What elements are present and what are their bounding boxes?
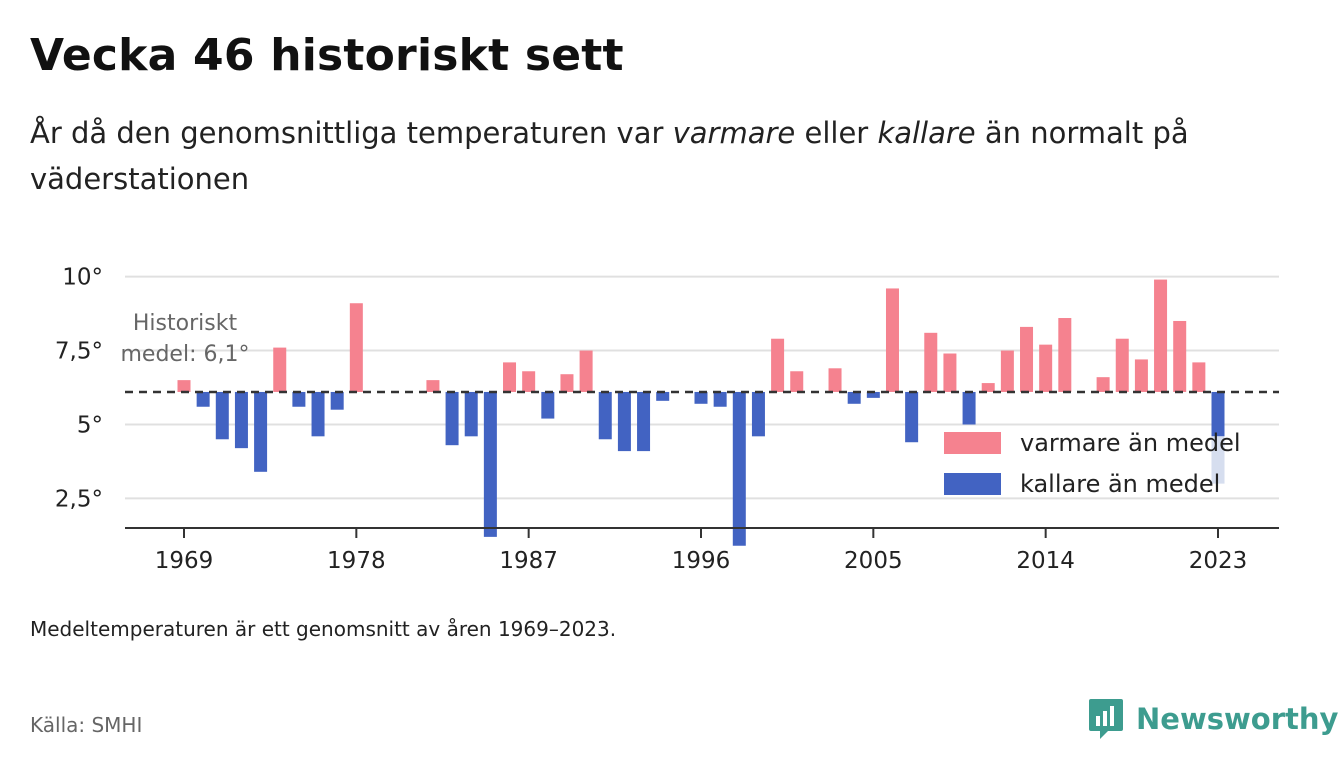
subtitle-text-2: eller <box>795 116 878 150</box>
bar-warm <box>981 383 995 392</box>
x-tick-label: 1969 <box>155 548 214 574</box>
bar-cold <box>311 391 325 437</box>
subtitle-cold-word: kallare <box>877 116 976 150</box>
baseline-label-line1: Historiskt <box>133 311 238 336</box>
bar-warm <box>1192 362 1206 392</box>
y-tick-label: 7,5° <box>55 339 103 365</box>
y-tick-label: 2,5° <box>55 486 103 512</box>
bar-warm <box>771 338 785 392</box>
bar-cold <box>196 391 210 407</box>
x-tick-label: 1996 <box>672 548 731 574</box>
bar-cold <box>905 391 919 443</box>
legend-label-warm: varmare än medel <box>1020 429 1241 457</box>
legend-label-cold: kallare än medel <box>1020 470 1220 498</box>
subtitle-text-3: än normalt på väderstationen <box>30 116 1189 196</box>
footnote: Medeltemperaturen är ett genomsnitt av å… <box>30 617 617 641</box>
x-tick-label: 2014 <box>1016 548 1075 574</box>
legend-swatch-warm <box>944 432 1001 454</box>
bar-cold <box>254 391 268 472</box>
bar-cold <box>617 391 631 452</box>
bar-cold <box>1211 391 1225 437</box>
x-axis-ticks: 1969 1978 1987 1996 2005 2014 2023 <box>155 528 1248 574</box>
bar-cold <box>541 391 555 419</box>
subtitle-warm-word: varmare <box>672 116 796 150</box>
chart-subtitle: År då den genomsnittliga temperaturen va… <box>30 110 1270 202</box>
x-tick-label: 1978 <box>327 548 386 574</box>
bar-warm <box>579 350 593 392</box>
y-axis-labels: 2,5° 5° 7,5° 10° <box>55 265 103 513</box>
bar-warm <box>1096 377 1110 392</box>
bar-warm <box>522 371 536 392</box>
bar-warm <box>885 288 899 392</box>
bar-cold <box>732 391 746 546</box>
bar-cold <box>483 391 497 537</box>
bar-cold <box>637 391 651 452</box>
bar-warm <box>1134 359 1148 392</box>
bar-warm <box>1000 350 1014 392</box>
bar-cold <box>598 391 612 440</box>
bar-cold <box>656 391 670 401</box>
y-tick-label: 10° <box>62 265 103 291</box>
bar-warm <box>1039 344 1053 392</box>
bar-warm <box>1115 338 1129 392</box>
bar-warm <box>943 353 957 392</box>
source-text: Källa: SMHI <box>30 713 143 737</box>
brand-name: Newsworthy <box>1136 702 1339 736</box>
y-tick-label: 5° <box>77 412 103 438</box>
bar-warm <box>273 347 287 392</box>
bar-cold <box>713 391 727 407</box>
x-tick-label: 2005 <box>844 548 903 574</box>
bar-cold <box>847 391 861 404</box>
x-tick-label: 1987 <box>499 548 558 574</box>
bar-cold <box>464 391 478 437</box>
baseline-label-line2: medel: 6,1° <box>121 342 250 367</box>
bar-cold <box>866 391 880 398</box>
bar-cold <box>751 391 765 437</box>
bar-cold <box>215 391 229 440</box>
bar-warm <box>1020 326 1034 392</box>
bar-cold <box>445 391 459 446</box>
chart-title: Vecka 46 historiskt sett <box>30 30 624 81</box>
y-gridlines <box>125 275 1279 500</box>
newsworthy-logo-icon <box>1089 699 1123 739</box>
bar-cold <box>962 391 976 425</box>
bar-warm <box>1154 279 1168 392</box>
bar-warm <box>790 371 804 392</box>
bar-cold <box>694 391 708 404</box>
bar-warm <box>828 368 842 392</box>
bar-warm <box>1173 320 1187 392</box>
newsworthy-logo[interactable]: Newsworthy <box>1088 696 1338 742</box>
bar-warm <box>1058 318 1072 392</box>
bars <box>177 279 1225 546</box>
bar-2023-partial <box>1211 436 1225 484</box>
bar-cold <box>330 391 344 410</box>
legend-swatch-cold <box>944 473 1001 495</box>
bar-warm <box>177 380 191 392</box>
bar-warm <box>503 362 517 392</box>
bar-warm <box>349 303 363 392</box>
bar-warm <box>924 332 938 392</box>
bar-cold <box>234 391 248 449</box>
subtitle-text-1: År då den genomsnittliga temperaturen va… <box>30 116 673 150</box>
bar-cold <box>292 391 306 407</box>
bar-warm <box>426 380 440 392</box>
x-tick-label: 2023 <box>1189 548 1248 574</box>
legend: varmare än medel kallare än medel <box>944 429 1241 498</box>
temperature-bar-chart: 2,5° 5° 7,5° 10° 1969 1978 1987 1996 2005 2014 20… <box>55 265 1279 574</box>
partial-2023-range <box>1211 436 1225 484</box>
bar-warm <box>560 374 574 392</box>
